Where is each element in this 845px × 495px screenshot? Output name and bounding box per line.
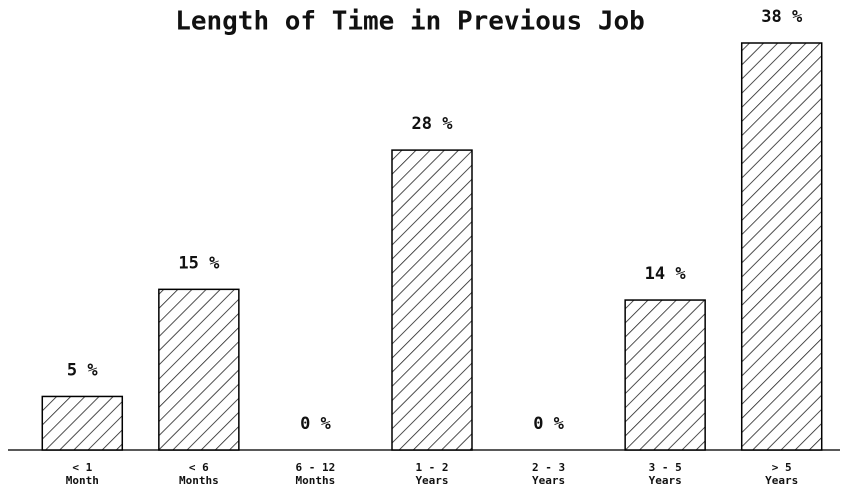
value-label: 38 % [761,7,803,27]
bar [624,299,706,451]
bar [740,42,823,451]
value-label: 15 % [178,253,220,273]
x-tick-label: Years [649,474,682,487]
bar [158,288,240,451]
x-tick-label: < 1 [72,461,92,474]
x-tick-label: Years [532,474,565,487]
x-tick-label: < 6 [189,461,209,474]
x-tick-label: Years [415,474,448,487]
value-label: 0 % [300,414,331,434]
x-tick-label: 1 - 2 [415,461,448,474]
x-tick-label: 2 - 3 [532,461,565,474]
x-tick-label: > 5 [772,461,792,474]
value-label: 14 % [645,264,687,284]
x-tick-label: Months [179,474,219,487]
value-label: 0 % [533,414,564,434]
bar [391,149,473,451]
x-tick-label: 6 - 12 [296,461,336,474]
x-tick-label: Month [66,474,99,487]
bar [41,395,124,451]
x-tick-label: Years [765,474,798,487]
value-label: 5 % [67,360,98,380]
x-tick-label: Months [296,474,336,487]
chart-title: Length of Time in Previous Job [175,7,645,37]
x-tick-label: 3 - 5 [649,461,682,474]
value-label: 28 % [412,114,454,134]
